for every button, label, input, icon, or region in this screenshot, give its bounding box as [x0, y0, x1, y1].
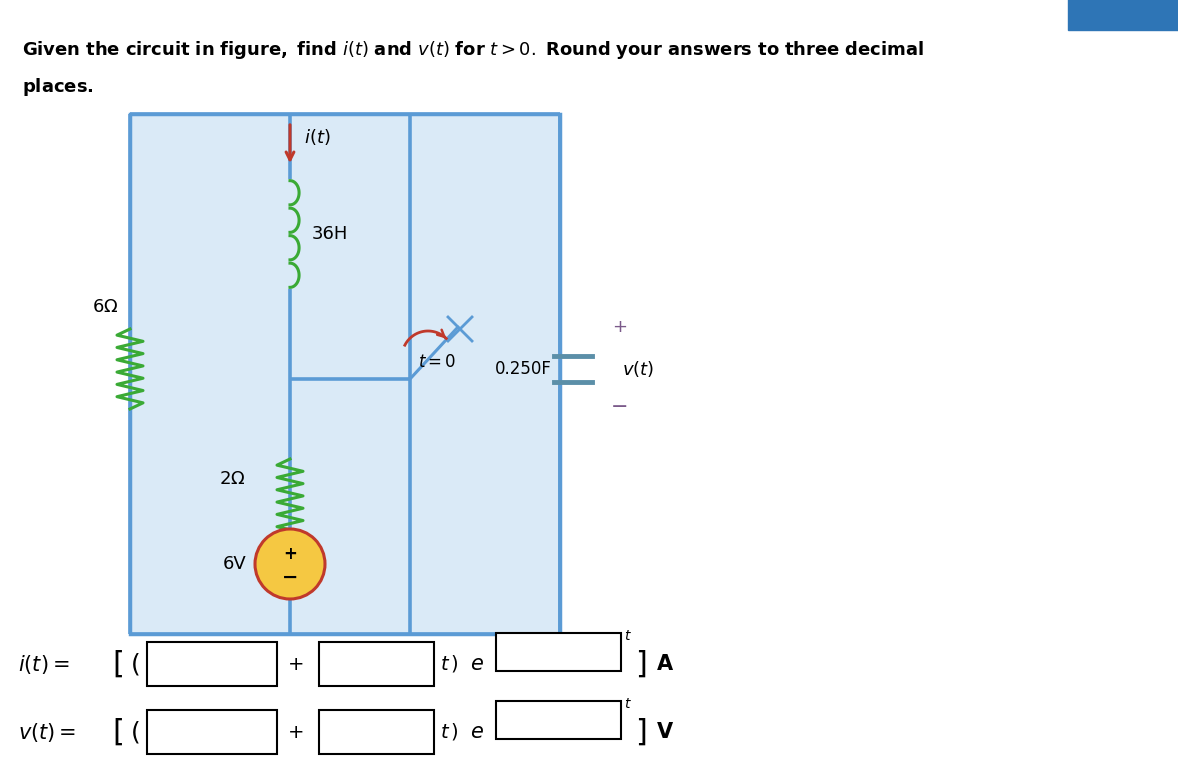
Text: −: − — [282, 567, 298, 587]
Text: +: + — [283, 545, 297, 563]
Text: $+$: $+$ — [287, 655, 304, 673]
Bar — [147, 710, 277, 754]
Text: $]$: $]$ — [635, 717, 647, 748]
Text: $i(t)=$: $i(t)=$ — [18, 652, 70, 676]
Bar — [147, 642, 277, 686]
Bar — [1068, 0, 1178, 30]
Text: 36H: 36H — [312, 225, 349, 243]
Text: 6$\Omega$: 6$\Omega$ — [92, 298, 118, 316]
Text: $t$: $t$ — [624, 629, 631, 643]
Text: $\mathbf{A}$: $\mathbf{A}$ — [656, 654, 674, 674]
Text: $($: $($ — [130, 719, 140, 745]
Text: $\mathbf{Given\ the\ circuit\ in\ figure,\ find}$ $\mathbf{\it{i}(t)}$ $\mathbf{: $\mathbf{Given\ the\ circuit\ in\ figure… — [22, 39, 925, 61]
Text: +: + — [613, 318, 628, 336]
Text: $t$: $t$ — [624, 697, 631, 711]
Text: $+$: $+$ — [287, 722, 304, 741]
Text: 2$\Omega$: 2$\Omega$ — [219, 470, 245, 488]
Text: −: − — [611, 397, 629, 417]
Text: $]$: $]$ — [635, 649, 647, 680]
Text: $t\,)$: $t\,)$ — [441, 721, 458, 742]
Text: $v(t)$: $v(t)$ — [622, 359, 654, 379]
Text: $\mathbf{places.}$: $\mathbf{places.}$ — [22, 76, 94, 98]
Text: $[$: $[$ — [112, 649, 123, 680]
Bar — [319, 642, 434, 686]
Text: $i(t)$: $i(t)$ — [304, 127, 331, 147]
Bar — [319, 710, 434, 754]
Text: $\mathbf{V}$: $\mathbf{V}$ — [656, 722, 674, 742]
Text: $e$: $e$ — [470, 722, 484, 742]
Text: $e$: $e$ — [470, 654, 484, 674]
Bar — [496, 701, 621, 739]
Bar — [130, 114, 560, 634]
Bar — [496, 633, 621, 671]
Text: 6V: 6V — [224, 555, 247, 573]
Circle shape — [254, 529, 325, 599]
Text: $v(t)=$: $v(t)=$ — [18, 721, 77, 744]
Text: $t=0$: $t=0$ — [418, 353, 456, 371]
Text: $t\,)$: $t\,)$ — [441, 653, 458, 674]
Text: $($: $($ — [130, 651, 140, 677]
Text: 0.250F: 0.250F — [495, 360, 552, 378]
Text: $[$: $[$ — [112, 717, 123, 748]
